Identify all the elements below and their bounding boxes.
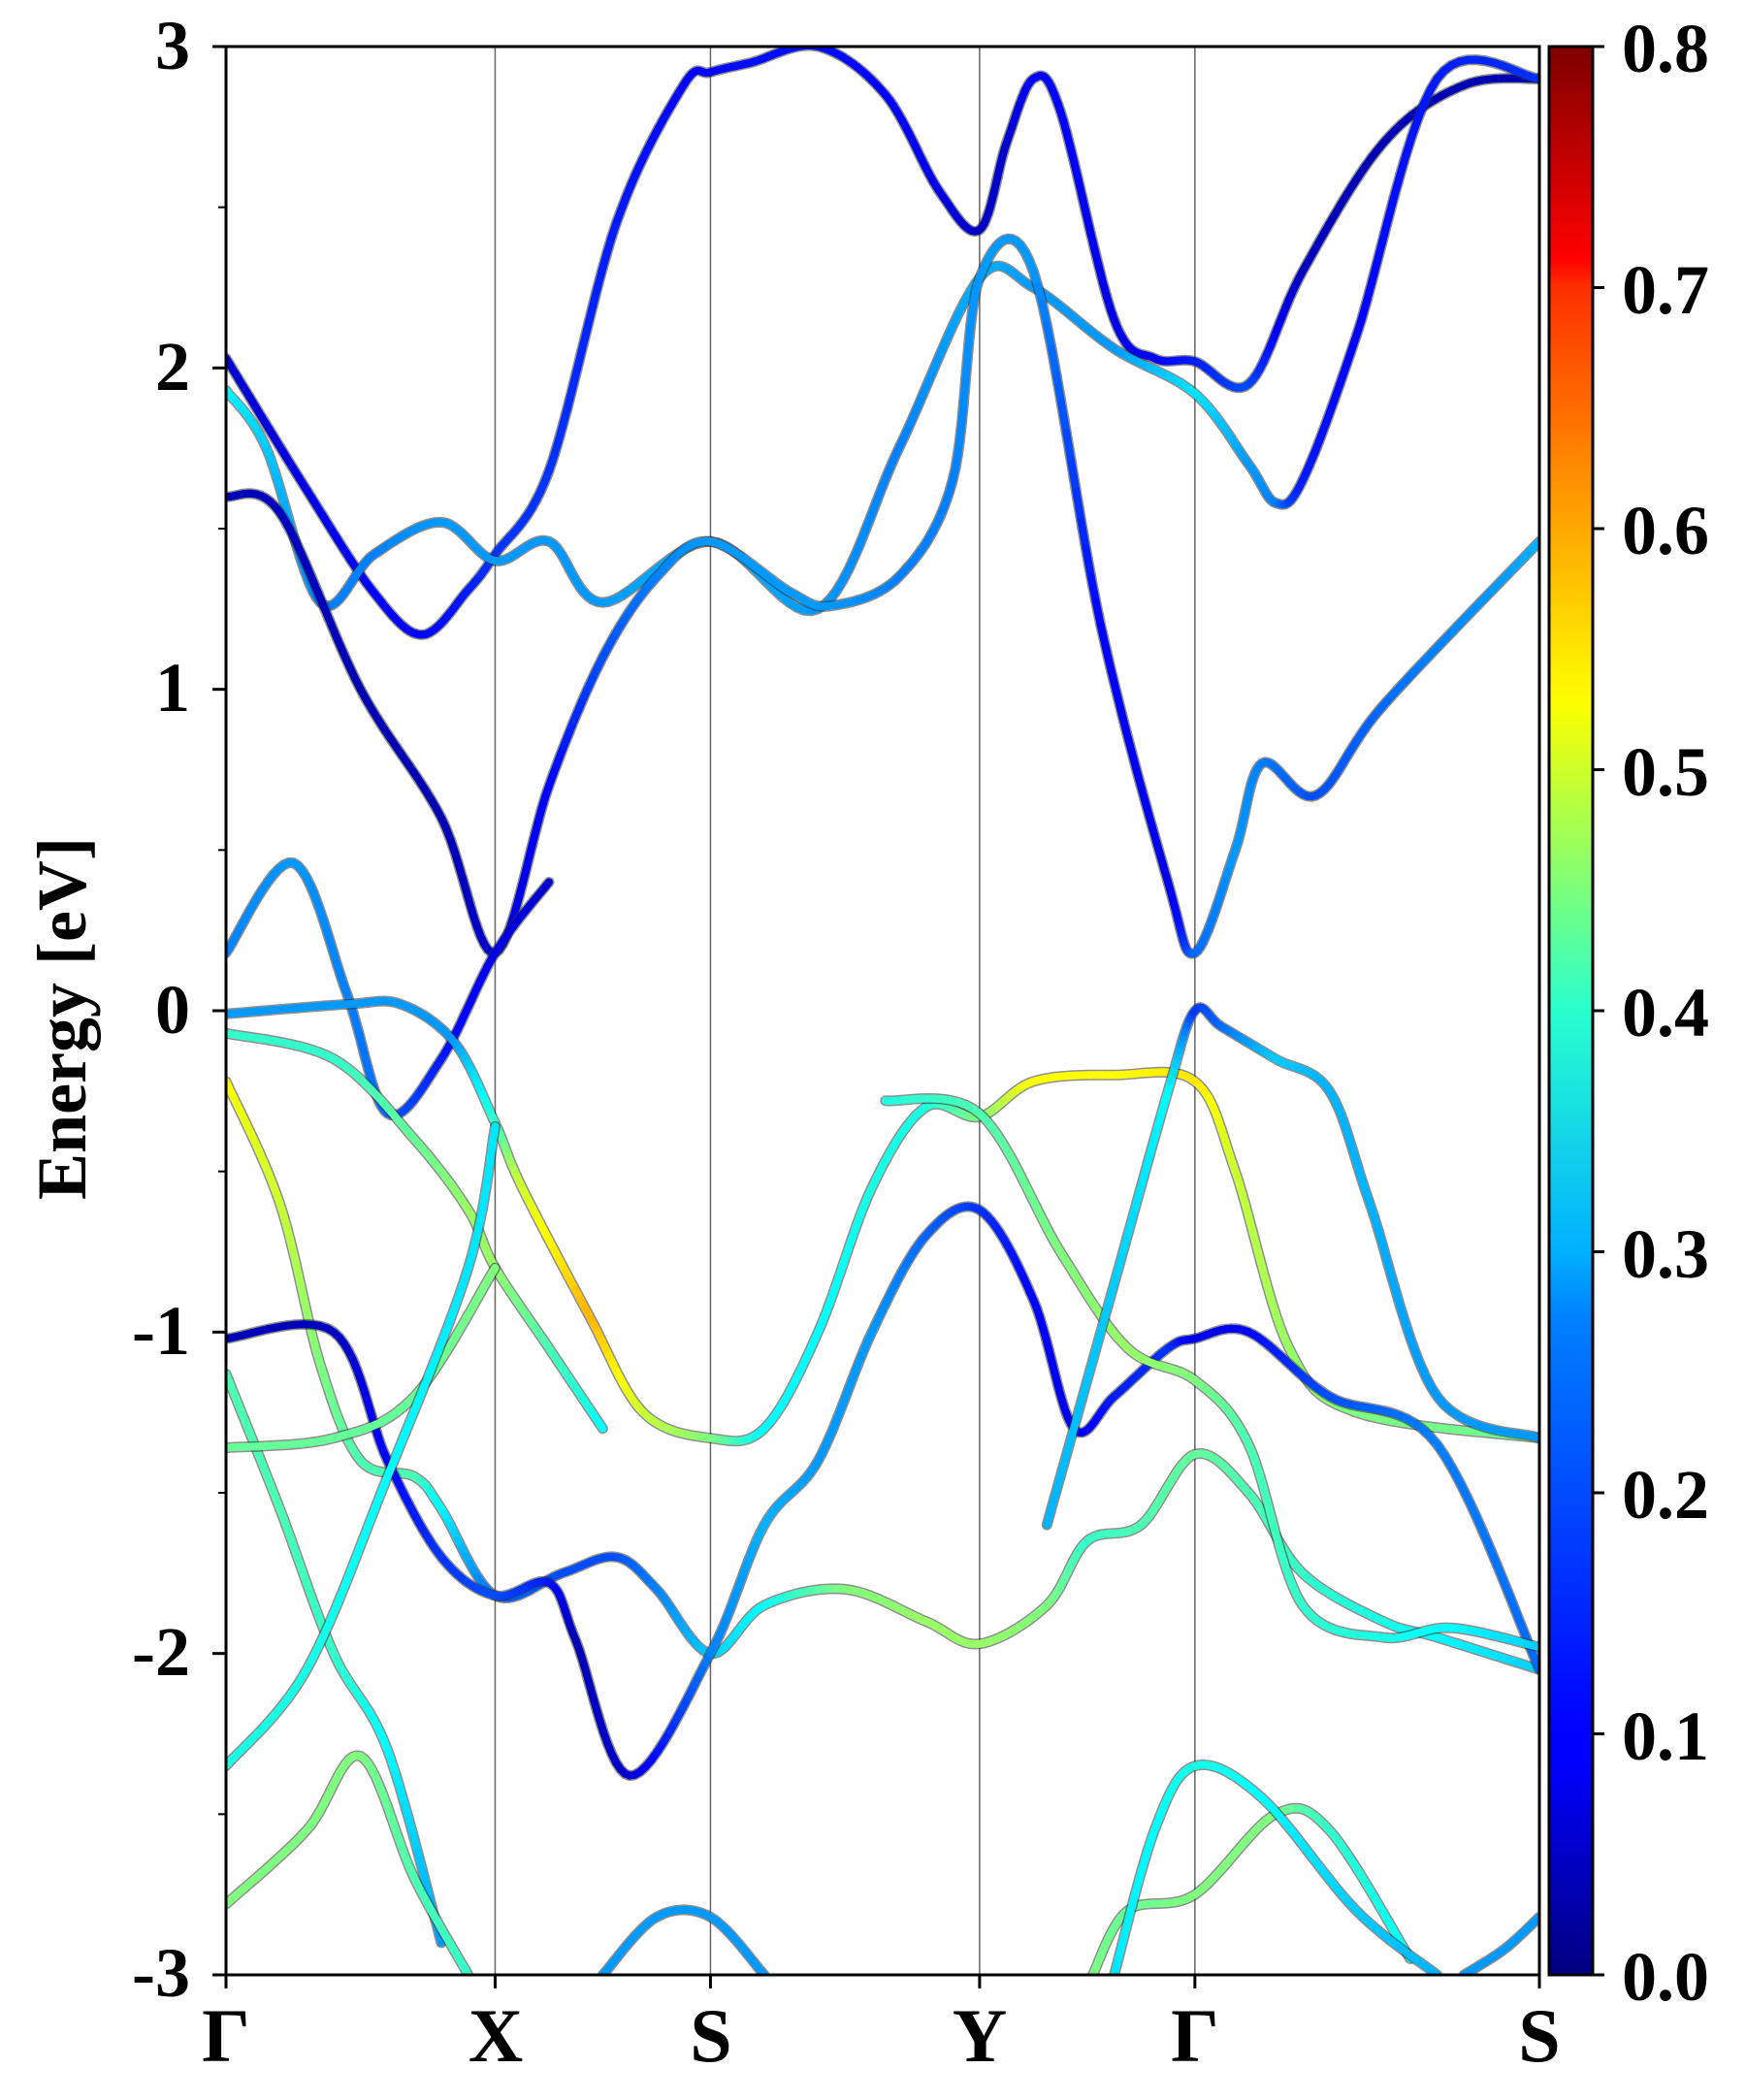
band-segment bbox=[1071, 462, 1076, 492]
colorbar-tick-label: 0.5 bbox=[1622, 733, 1709, 811]
y-tick-label: 3 bbox=[155, 7, 190, 84]
y-tick-label: 2 bbox=[155, 328, 190, 405]
band-line bbox=[1464, 1917, 1539, 1975]
colorbar-ticks bbox=[1593, 47, 1604, 1975]
x-ticks bbox=[226, 1975, 1539, 1988]
band-segment bbox=[1051, 349, 1056, 375]
band-segment bbox=[495, 1126, 496, 1132]
band-line bbox=[226, 239, 1539, 953]
colorbar-tick-label: 0.0 bbox=[1622, 1938, 1709, 2016]
band-outline bbox=[226, 1756, 469, 1975]
y-tick-label: 0 bbox=[155, 971, 190, 1049]
band-segment bbox=[1061, 403, 1066, 432]
band-segment bbox=[1082, 521, 1086, 550]
band-line bbox=[226, 60, 1539, 611]
colorbar-bar bbox=[1549, 47, 1593, 1975]
band-outline bbox=[886, 1099, 1539, 1648]
x-tick-labels: Γ X S Y Γ S bbox=[202, 1993, 1561, 2078]
band-line bbox=[226, 1001, 1539, 1441]
plot-area bbox=[212, 46, 1539, 1988]
band-line bbox=[226, 1207, 1539, 1776]
band-line bbox=[226, 46, 1539, 634]
band-segment bbox=[547, 883, 549, 886]
colorbar: 0.0 0.1 0.2 0.3 0.4 0.5 0.6 0.7 0.8 bbox=[1549, 10, 1709, 2016]
colorbar-tick-label: 0.7 bbox=[1622, 251, 1709, 329]
band-line bbox=[226, 862, 549, 1115]
band-outline bbox=[226, 862, 549, 1115]
band-line bbox=[226, 1756, 469, 1975]
k-point-label-s: S bbox=[1518, 1993, 1560, 2078]
band-line bbox=[886, 1099, 1539, 1648]
colorbar-tick-labels: 0.0 0.1 0.2 0.3 0.4 0.5 0.6 0.7 0.8 bbox=[1622, 10, 1709, 2016]
band-segment bbox=[1076, 491, 1081, 520]
band-outline bbox=[226, 1001, 1539, 1441]
band-segment bbox=[1086, 549, 1091, 576]
y-tick-label: -1 bbox=[132, 1292, 190, 1370]
colorbar-tick-label: 0.2 bbox=[1622, 1456, 1709, 1534]
band-outline bbox=[226, 46, 1539, 634]
y-ticks bbox=[212, 47, 226, 1975]
y-tick-label: -2 bbox=[132, 1613, 190, 1691]
colorbar-tick-label: 0.4 bbox=[1622, 974, 1709, 1051]
band-segment bbox=[600, 1425, 602, 1428]
colorbar-tick-label: 0.1 bbox=[1622, 1697, 1709, 1775]
band-line bbox=[602, 1910, 764, 1975]
band-outline bbox=[226, 1207, 1539, 1776]
k-point-label-y: Y bbox=[953, 1993, 1007, 2078]
band-line bbox=[1047, 1008, 1539, 1525]
k-point-label-gamma: Γ bbox=[1171, 1993, 1219, 2078]
k-point-label-s: S bbox=[690, 1993, 731, 2078]
colorbar-tick-label: 0.6 bbox=[1622, 492, 1709, 569]
band-segment bbox=[1056, 375, 1061, 404]
y-tick-labels: -3 -2 -1 0 1 2 3 bbox=[132, 7, 190, 2012]
colorbar-tick-label: 0.8 bbox=[1622, 10, 1709, 87]
y-axis-label: Energy [eV] bbox=[23, 837, 101, 1200]
bands bbox=[226, 46, 1539, 1975]
colorbar-tick-label: 0.3 bbox=[1622, 1215, 1709, 1293]
band-line bbox=[1115, 1764, 1438, 1975]
band-segment bbox=[492, 1268, 495, 1274]
band-segment bbox=[1091, 576, 1096, 601]
y-tick-label: 1 bbox=[155, 649, 190, 727]
band-segment bbox=[1066, 432, 1071, 462]
y-tick-label: -3 bbox=[132, 1934, 190, 2012]
band-outline bbox=[226, 239, 1539, 953]
k-point-label-gamma: Γ bbox=[202, 1993, 250, 2078]
k-point-label-x: X bbox=[469, 1993, 523, 2078]
